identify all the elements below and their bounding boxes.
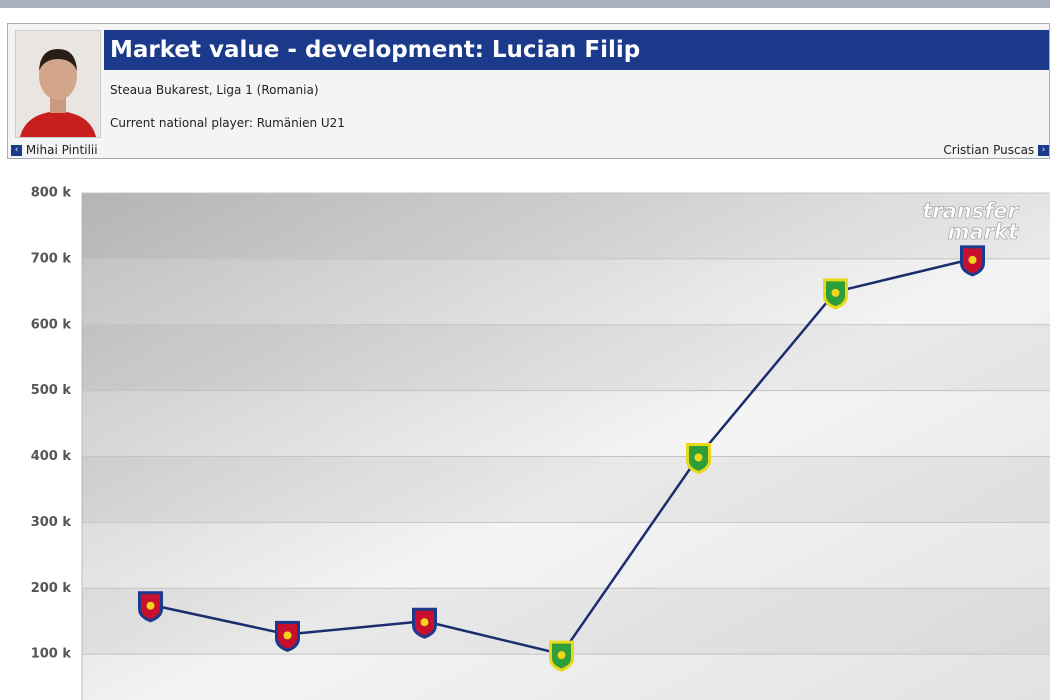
next-player-link[interactable]: Cristian Puscas ›	[943, 143, 1049, 157]
grid-band	[82, 193, 1050, 259]
prev-player-name[interactable]: Mihai Pintilii	[25, 143, 98, 157]
crest-emblem	[283, 631, 292, 640]
grid-band	[82, 456, 1050, 523]
club-marker	[275, 620, 300, 652]
y-tick-label: 100 k	[31, 647, 72, 662]
page-title: Market value - development: Lucian Filip	[104, 30, 1049, 70]
y-tick-label: 600 k	[31, 317, 72, 332]
crest-emblem	[420, 618, 429, 627]
crest-emblem	[831, 288, 840, 297]
next-player-name[interactable]: Cristian Puscas	[943, 143, 1035, 157]
prev-arrow[interactable]: ‹	[11, 145, 22, 156]
player-photo	[15, 30, 101, 138]
y-tick-label: 300 k	[31, 515, 72, 530]
club-marker	[686, 443, 711, 475]
crest-emblem	[146, 601, 155, 610]
club-marker	[412, 607, 437, 639]
prev-player-link[interactable]: ‹ Mihai Pintilii	[11, 143, 98, 157]
y-tick-label: 700 k	[31, 251, 72, 266]
photo-image	[16, 31, 100, 137]
crest-emblem	[557, 651, 566, 660]
y-tick-label: 200 k	[31, 581, 72, 596]
grid-band	[82, 324, 1050, 391]
crest-emblem	[694, 453, 703, 462]
watermark: markt	[948, 220, 1019, 244]
top-bar	[0, 0, 1050, 8]
club-info: Steaua Bukarest, Liga 1 (Romania)	[110, 83, 319, 97]
club-marker	[960, 245, 985, 277]
y-tick-label: 800 k	[31, 186, 72, 201]
y-tick-label: 400 k	[31, 449, 72, 464]
club-marker	[823, 278, 848, 310]
player-header: Market value - development: Lucian Filip…	[7, 23, 1050, 159]
club-marker	[549, 640, 574, 672]
y-tick-label: 500 k	[31, 383, 72, 398]
crest-emblem	[968, 255, 977, 264]
watermark: transfer	[922, 199, 1019, 223]
plot-area	[82, 193, 1050, 700]
national-info: Current national player: Rumänien U21	[110, 116, 345, 130]
next-arrow[interactable]: ›	[1038, 145, 1049, 156]
club-marker	[138, 591, 163, 623]
